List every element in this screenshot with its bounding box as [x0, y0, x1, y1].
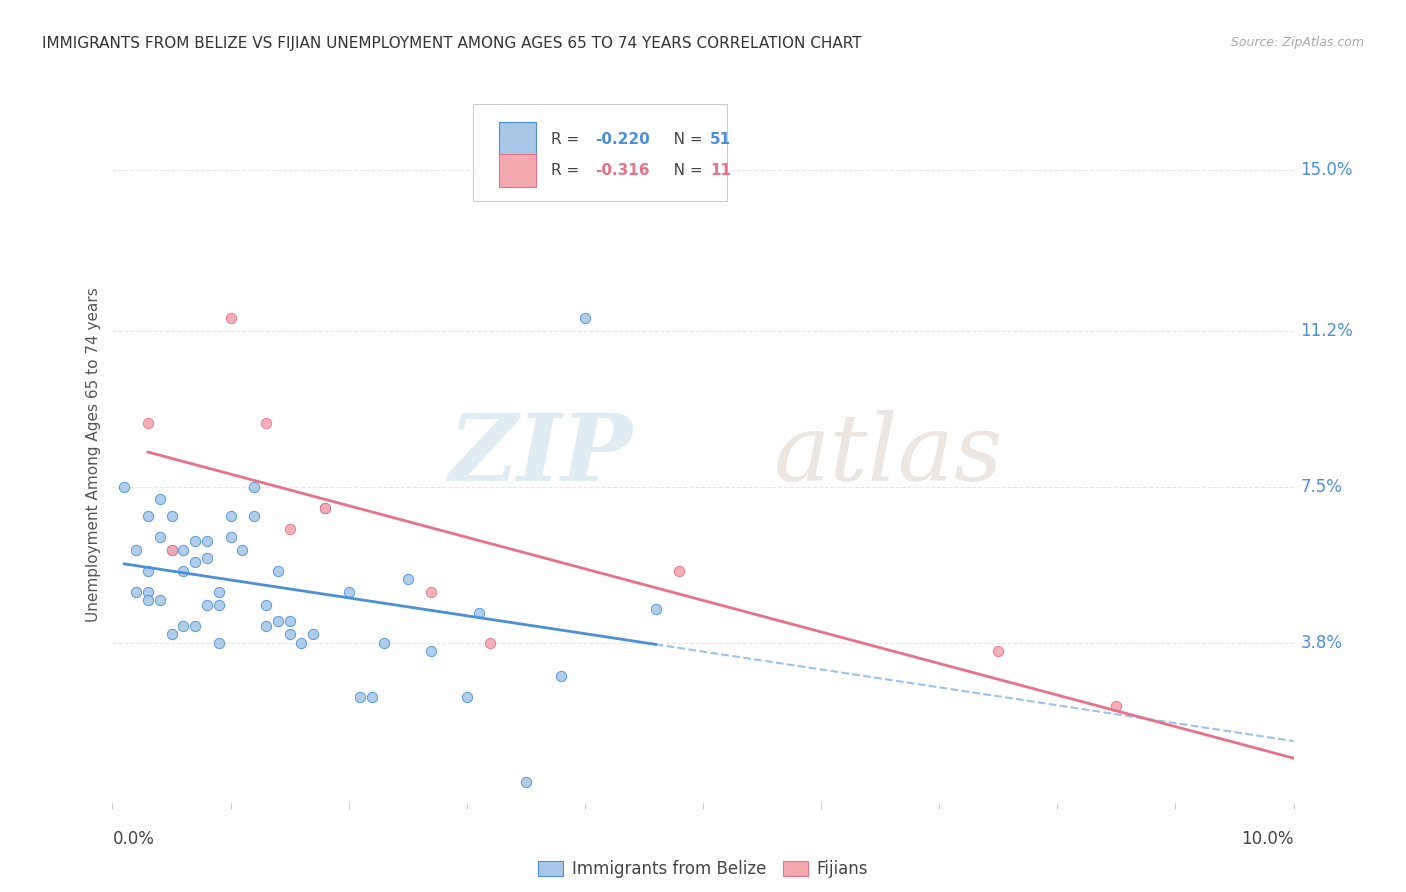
Point [208, 585, 231, 599]
Point [987, 644, 1010, 658]
Point [396, 572, 419, 586]
Text: atlas: atlas [773, 410, 1004, 500]
Point [160, 627, 183, 641]
Point [267, 615, 290, 629]
Point [314, 500, 336, 515]
Point [184, 534, 207, 549]
Point [467, 606, 489, 620]
Point [479, 635, 502, 649]
Point [337, 585, 360, 599]
Point [290, 635, 312, 649]
Point [668, 564, 690, 578]
Point [195, 551, 218, 566]
Point [1105, 698, 1128, 713]
Point [184, 556, 207, 570]
Point [136, 564, 159, 578]
Point [574, 310, 596, 325]
Point [515, 774, 537, 789]
Point [420, 585, 443, 599]
Point [254, 618, 277, 632]
Point [373, 635, 395, 649]
Point [136, 417, 159, 431]
Point [349, 690, 371, 705]
Point [243, 479, 266, 493]
Point [149, 492, 172, 507]
Point [278, 615, 301, 629]
Point [160, 542, 183, 557]
Text: 11: 11 [710, 163, 731, 178]
Text: IMMIGRANTS FROM BELIZE VS FIJIAN UNEMPLOYMENT AMONG AGES 65 TO 74 YEARS CORRELAT: IMMIGRANTS FROM BELIZE VS FIJIAN UNEMPLO… [42, 36, 862, 51]
Text: N =: N = [659, 131, 707, 146]
Point [314, 500, 336, 515]
Point [136, 509, 159, 524]
Point [302, 627, 325, 641]
FancyBboxPatch shape [499, 122, 537, 156]
Point [195, 598, 218, 612]
Point [219, 530, 242, 544]
Y-axis label: Unemployment Among Ages 65 to 74 years: Unemployment Among Ages 65 to 74 years [86, 287, 101, 623]
Text: N =: N = [659, 163, 707, 178]
Point [254, 598, 277, 612]
Point [361, 690, 384, 705]
Text: 10.0%: 10.0% [1241, 830, 1294, 847]
Point [125, 542, 148, 557]
Point [160, 542, 183, 557]
FancyBboxPatch shape [472, 103, 727, 201]
Point [267, 564, 290, 578]
Point [136, 585, 159, 599]
Point [208, 635, 231, 649]
Point [172, 542, 194, 557]
Point [219, 509, 242, 524]
Point [136, 593, 159, 607]
Point [219, 310, 242, 325]
Point [456, 690, 478, 705]
Point [195, 534, 218, 549]
FancyBboxPatch shape [499, 153, 537, 187]
Point [149, 530, 172, 544]
Text: 0.0%: 0.0% [112, 830, 155, 847]
Text: R =: R = [551, 131, 583, 146]
Point [172, 564, 194, 578]
Text: ZIP: ZIP [449, 410, 633, 500]
Text: Source: ZipAtlas.com: Source: ZipAtlas.com [1230, 36, 1364, 49]
Point [125, 585, 148, 599]
Point [160, 509, 183, 524]
Point [149, 593, 172, 607]
Point [644, 602, 666, 616]
Text: 51: 51 [710, 131, 731, 146]
Point [254, 417, 277, 431]
Legend: Immigrants from Belize, Fijians: Immigrants from Belize, Fijians [531, 854, 875, 885]
Point [278, 522, 301, 536]
Text: 15.0%: 15.0% [1301, 161, 1353, 179]
Point [184, 618, 207, 632]
Point [231, 542, 253, 557]
Text: 3.8%: 3.8% [1301, 633, 1343, 651]
Text: 7.5%: 7.5% [1301, 477, 1343, 496]
Point [208, 598, 231, 612]
Point [278, 627, 301, 641]
Point [243, 509, 266, 524]
Point [112, 479, 135, 493]
Text: R =: R = [551, 163, 583, 178]
Point [550, 669, 572, 683]
Text: -0.316: -0.316 [596, 163, 650, 178]
Point [172, 618, 194, 632]
Text: 11.2%: 11.2% [1301, 321, 1354, 340]
Text: -0.220: -0.220 [596, 131, 651, 146]
Point [420, 644, 443, 658]
